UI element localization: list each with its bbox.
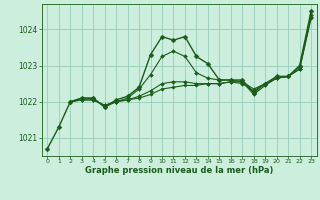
X-axis label: Graphe pression niveau de la mer (hPa): Graphe pression niveau de la mer (hPa) (85, 166, 273, 175)
